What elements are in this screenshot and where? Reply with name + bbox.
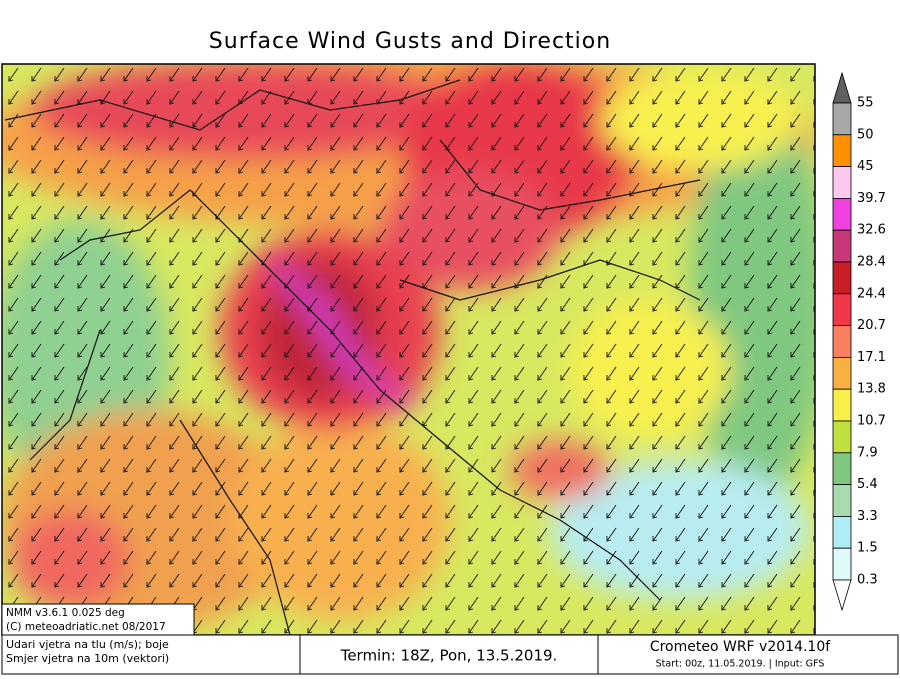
colorbar: 55 50 45 39.7 32.6 28.4 24.4 20.7 17.1 13.8 10.7 7.… bbox=[832, 71, 886, 612]
colorbar-box bbox=[832, 166, 852, 199]
model-name-box bbox=[597, 634, 899, 675]
colorbar-label: 1.5 bbox=[857, 541, 878, 556]
colorbar-end bbox=[832, 579, 852, 612]
colorbar-label: 24.4 bbox=[857, 286, 886, 301]
colorbar-label: 20.7 bbox=[857, 318, 886, 333]
colorbar-box bbox=[832, 134, 852, 168]
colorbar-box bbox=[832, 325, 852, 358]
colorbar-label: 39.7 bbox=[857, 191, 886, 206]
colorbar-label: 13.8 bbox=[857, 382, 886, 397]
model-name: Crometeo WRF v2014.10f bbox=[650, 639, 831, 655]
model-info-line: NMM v3.6.1 0.025 deg bbox=[6, 607, 125, 619]
colorbar-box bbox=[832, 102, 852, 136]
legend-note-box bbox=[1, 634, 301, 675]
colorbar-label: 5.4 bbox=[857, 477, 878, 492]
colorbar-box bbox=[832, 547, 852, 581]
colorbar-label: 0.3 bbox=[857, 573, 878, 588]
colorbar-box bbox=[832, 229, 852, 263]
colorbar-end bbox=[832, 71, 852, 104]
colorbar-box bbox=[832, 356, 852, 390]
colorbar-box bbox=[832, 452, 852, 485]
valid-time: Termin: 18Z, Pon, 13.5.2019. bbox=[340, 647, 558, 665]
colorbar-box bbox=[832, 516, 852, 549]
legend-note-line: Udari vjetra na tlu (m/s); boje bbox=[6, 638, 169, 651]
model-info-line: (C) meteoadriatic.net 08/2017 bbox=[6, 621, 166, 633]
run-info: Start: 00z, 11.05.2019. | Input: GFS bbox=[656, 659, 825, 670]
colorbar-label: 28.4 bbox=[857, 255, 886, 270]
colorbar-box bbox=[832, 388, 852, 422]
colorbar-box bbox=[832, 293, 852, 326]
colorbar-box bbox=[832, 197, 852, 231]
colorbar-box bbox=[832, 420, 852, 454]
colorbar-label: 45 bbox=[857, 159, 874, 174]
colorbar-label: 50 bbox=[857, 127, 874, 142]
map-title: Surface Wind Gusts and Direction bbox=[209, 29, 611, 54]
colorbar-label: 55 bbox=[857, 96, 874, 111]
colorbar-label: 3.3 bbox=[857, 509, 878, 524]
colorbar-box bbox=[832, 484, 852, 517]
colorbar-label: 7.9 bbox=[857, 445, 878, 460]
colorbar-label: 17.1 bbox=[857, 350, 886, 365]
legend-note-line: Smjer vjetra na 10m (vektori) bbox=[6, 652, 169, 665]
colorbar-label: 32.6 bbox=[857, 223, 886, 238]
colorbar-label: 10.7 bbox=[857, 414, 886, 429]
map-area bbox=[2, 64, 815, 635]
colorbar-box bbox=[832, 261, 852, 295]
valid-time-box bbox=[299, 634, 599, 675]
